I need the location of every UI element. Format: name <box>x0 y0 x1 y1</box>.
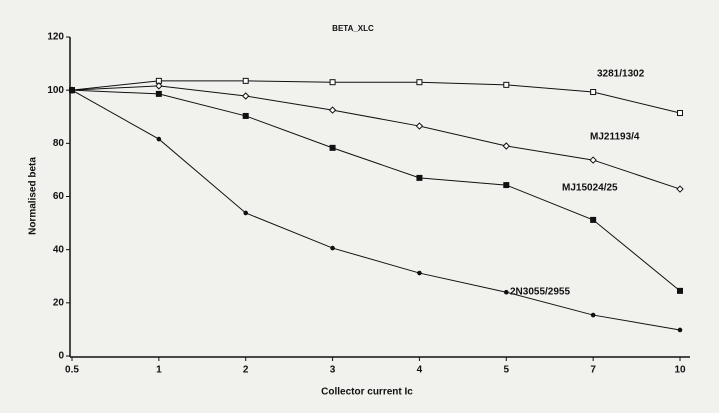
marker <box>69 87 75 93</box>
marker <box>329 144 336 151</box>
y-tick-label: 100 <box>47 85 64 96</box>
marker <box>243 210 249 216</box>
marker <box>676 185 684 193</box>
y-tick-label: 40 <box>53 244 65 255</box>
marker <box>416 174 423 181</box>
series-label: MJ15024/25 <box>562 183 618 194</box>
x-tick-label: 3 <box>330 365 336 376</box>
marker <box>503 182 510 189</box>
series-line <box>71 89 681 331</box>
marker <box>329 79 336 86</box>
y-tick-label: 0 <box>58 351 64 362</box>
marker <box>590 216 597 223</box>
y-tick-label: 80 <box>53 138 65 149</box>
marker <box>416 79 423 86</box>
marker <box>328 106 337 114</box>
marker <box>590 312 596 318</box>
marker <box>503 289 509 295</box>
marker <box>677 327 683 333</box>
x-tick-label: 2 <box>243 365 249 376</box>
marker <box>242 112 249 119</box>
marker <box>156 136 162 142</box>
marker <box>677 110 683 117</box>
marker <box>242 77 249 84</box>
marker <box>589 156 597 164</box>
x-tick-label: 0.5 <box>65 365 79 376</box>
x-tick-label: 4 <box>417 365 423 376</box>
x-tick-label: 7 <box>590 365 596 376</box>
chart-title: BETA_XLC <box>332 24 374 33</box>
series-line <box>71 89 681 292</box>
marker <box>242 92 250 100</box>
marker <box>502 142 510 150</box>
marker <box>155 82 163 90</box>
marker <box>503 81 510 88</box>
marker <box>415 122 424 130</box>
y-axis-label: Normalised beta <box>28 157 39 235</box>
x-axis-label: Collector current Ic <box>321 387 413 398</box>
x-tick-label: 1 <box>156 365 162 376</box>
marker <box>590 89 597 96</box>
marker <box>417 270 422 276</box>
x-tick-label: 5 <box>504 365 510 376</box>
series-line <box>71 85 681 190</box>
series-label: 3281/1302 <box>597 69 645 80</box>
series-line <box>71 80 681 114</box>
series-label: 2N3055/2955 <box>510 287 570 298</box>
x-tick-label: 10 <box>674 365 686 376</box>
marker <box>330 245 335 251</box>
marker <box>155 90 162 97</box>
y-tick-label: 60 <box>53 191 65 202</box>
series-label: MJ21193/4 <box>590 132 640 143</box>
marker <box>677 287 683 294</box>
y-tick-label: 20 <box>53 297 65 308</box>
y-tick-label: 120 <box>47 32 64 43</box>
